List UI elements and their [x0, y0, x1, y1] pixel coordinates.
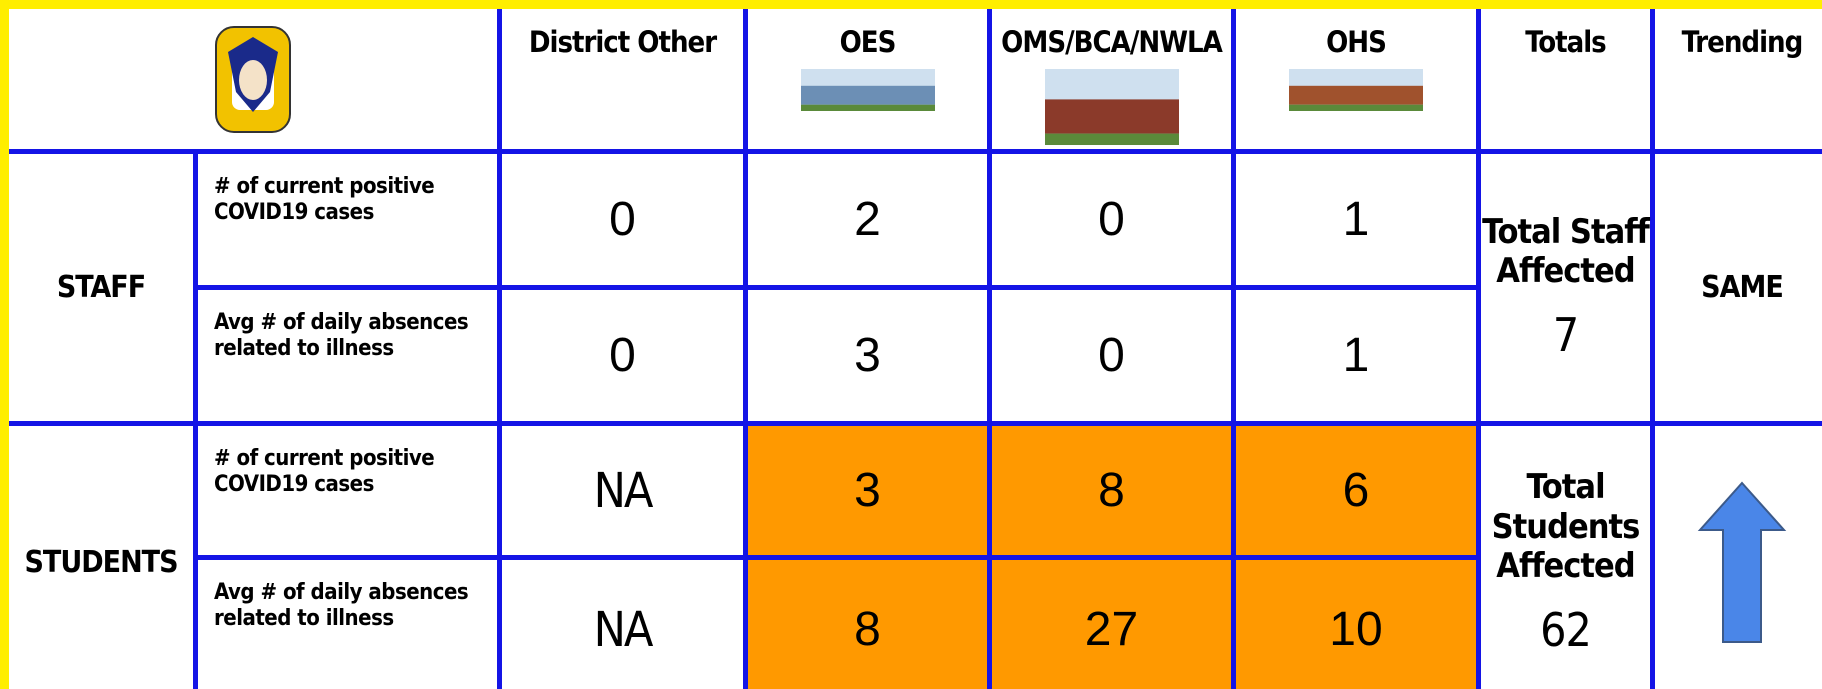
header-text: District Other	[529, 25, 716, 59]
metric-label: # of current positive COVID19 cases	[198, 154, 497, 285]
header-text: Totals	[1525, 25, 1605, 59]
group-label: STUDENTS	[9, 426, 193, 689]
school-photo	[1289, 69, 1423, 111]
school-photo	[801, 69, 935, 111]
value-cell: 1	[1236, 290, 1476, 421]
value-cell: 6	[1236, 426, 1476, 555]
metric-label: Avg # of daily absences related to illne…	[198, 560, 497, 689]
total-cell: Total Staff Affected 7	[1481, 154, 1650, 421]
column-header: OHS	[1236, 9, 1476, 149]
value-cell: 1	[1236, 154, 1476, 285]
total-label: Total Staff Affected	[1481, 213, 1650, 291]
metric-label: Avg # of daily absences related to illne…	[198, 290, 497, 421]
header-text: OMS/BCA/NWLA	[1001, 25, 1222, 59]
column-header: District Other	[502, 9, 743, 149]
column-header: OMS/BCA/NWLA	[992, 9, 1231, 149]
total-value: 62	[1540, 604, 1591, 657]
value-cell: 10	[1236, 560, 1476, 689]
total-label: Total Students Affected	[1481, 468, 1650, 585]
metric-label: # of current positive COVID19 cases	[198, 426, 497, 555]
total-cell: Total Students Affected 62	[1481, 426, 1650, 689]
column-header: Totals	[1481, 9, 1650, 149]
value-cell: 2	[748, 154, 987, 285]
column-header: OES	[748, 9, 987, 149]
trending: SAME	[1655, 154, 1822, 421]
value-cell: NA	[502, 426, 743, 555]
value-cell: 27	[992, 560, 1231, 689]
value-cell: 0	[992, 154, 1231, 285]
school-photo	[1045, 69, 1179, 145]
value-cell: NA	[502, 560, 743, 689]
column-header: Trending	[1655, 9, 1822, 149]
value-cell: 8	[748, 560, 987, 689]
value-cell: 0	[502, 154, 743, 285]
header-text: OHS	[1326, 25, 1386, 59]
header-text: OES	[840, 25, 896, 59]
status-table: District Other OES OMS/BCA/NWLA OHS Totals Tr…	[0, 0, 1822, 689]
trending	[1655, 426, 1822, 689]
value-cell: 3	[748, 290, 987, 421]
total-value: 7	[1553, 309, 1578, 362]
up-arrow	[1697, 480, 1787, 645]
value-cell: 3	[748, 426, 987, 555]
logo-cell	[9, 9, 497, 149]
value-cell: 0	[502, 290, 743, 421]
value-cell: 0	[992, 290, 1231, 421]
value-cell: 8	[992, 426, 1231, 555]
group-label: STAFF	[9, 154, 193, 421]
logo	[208, 22, 298, 137]
header-text: Trending	[1682, 25, 1803, 59]
